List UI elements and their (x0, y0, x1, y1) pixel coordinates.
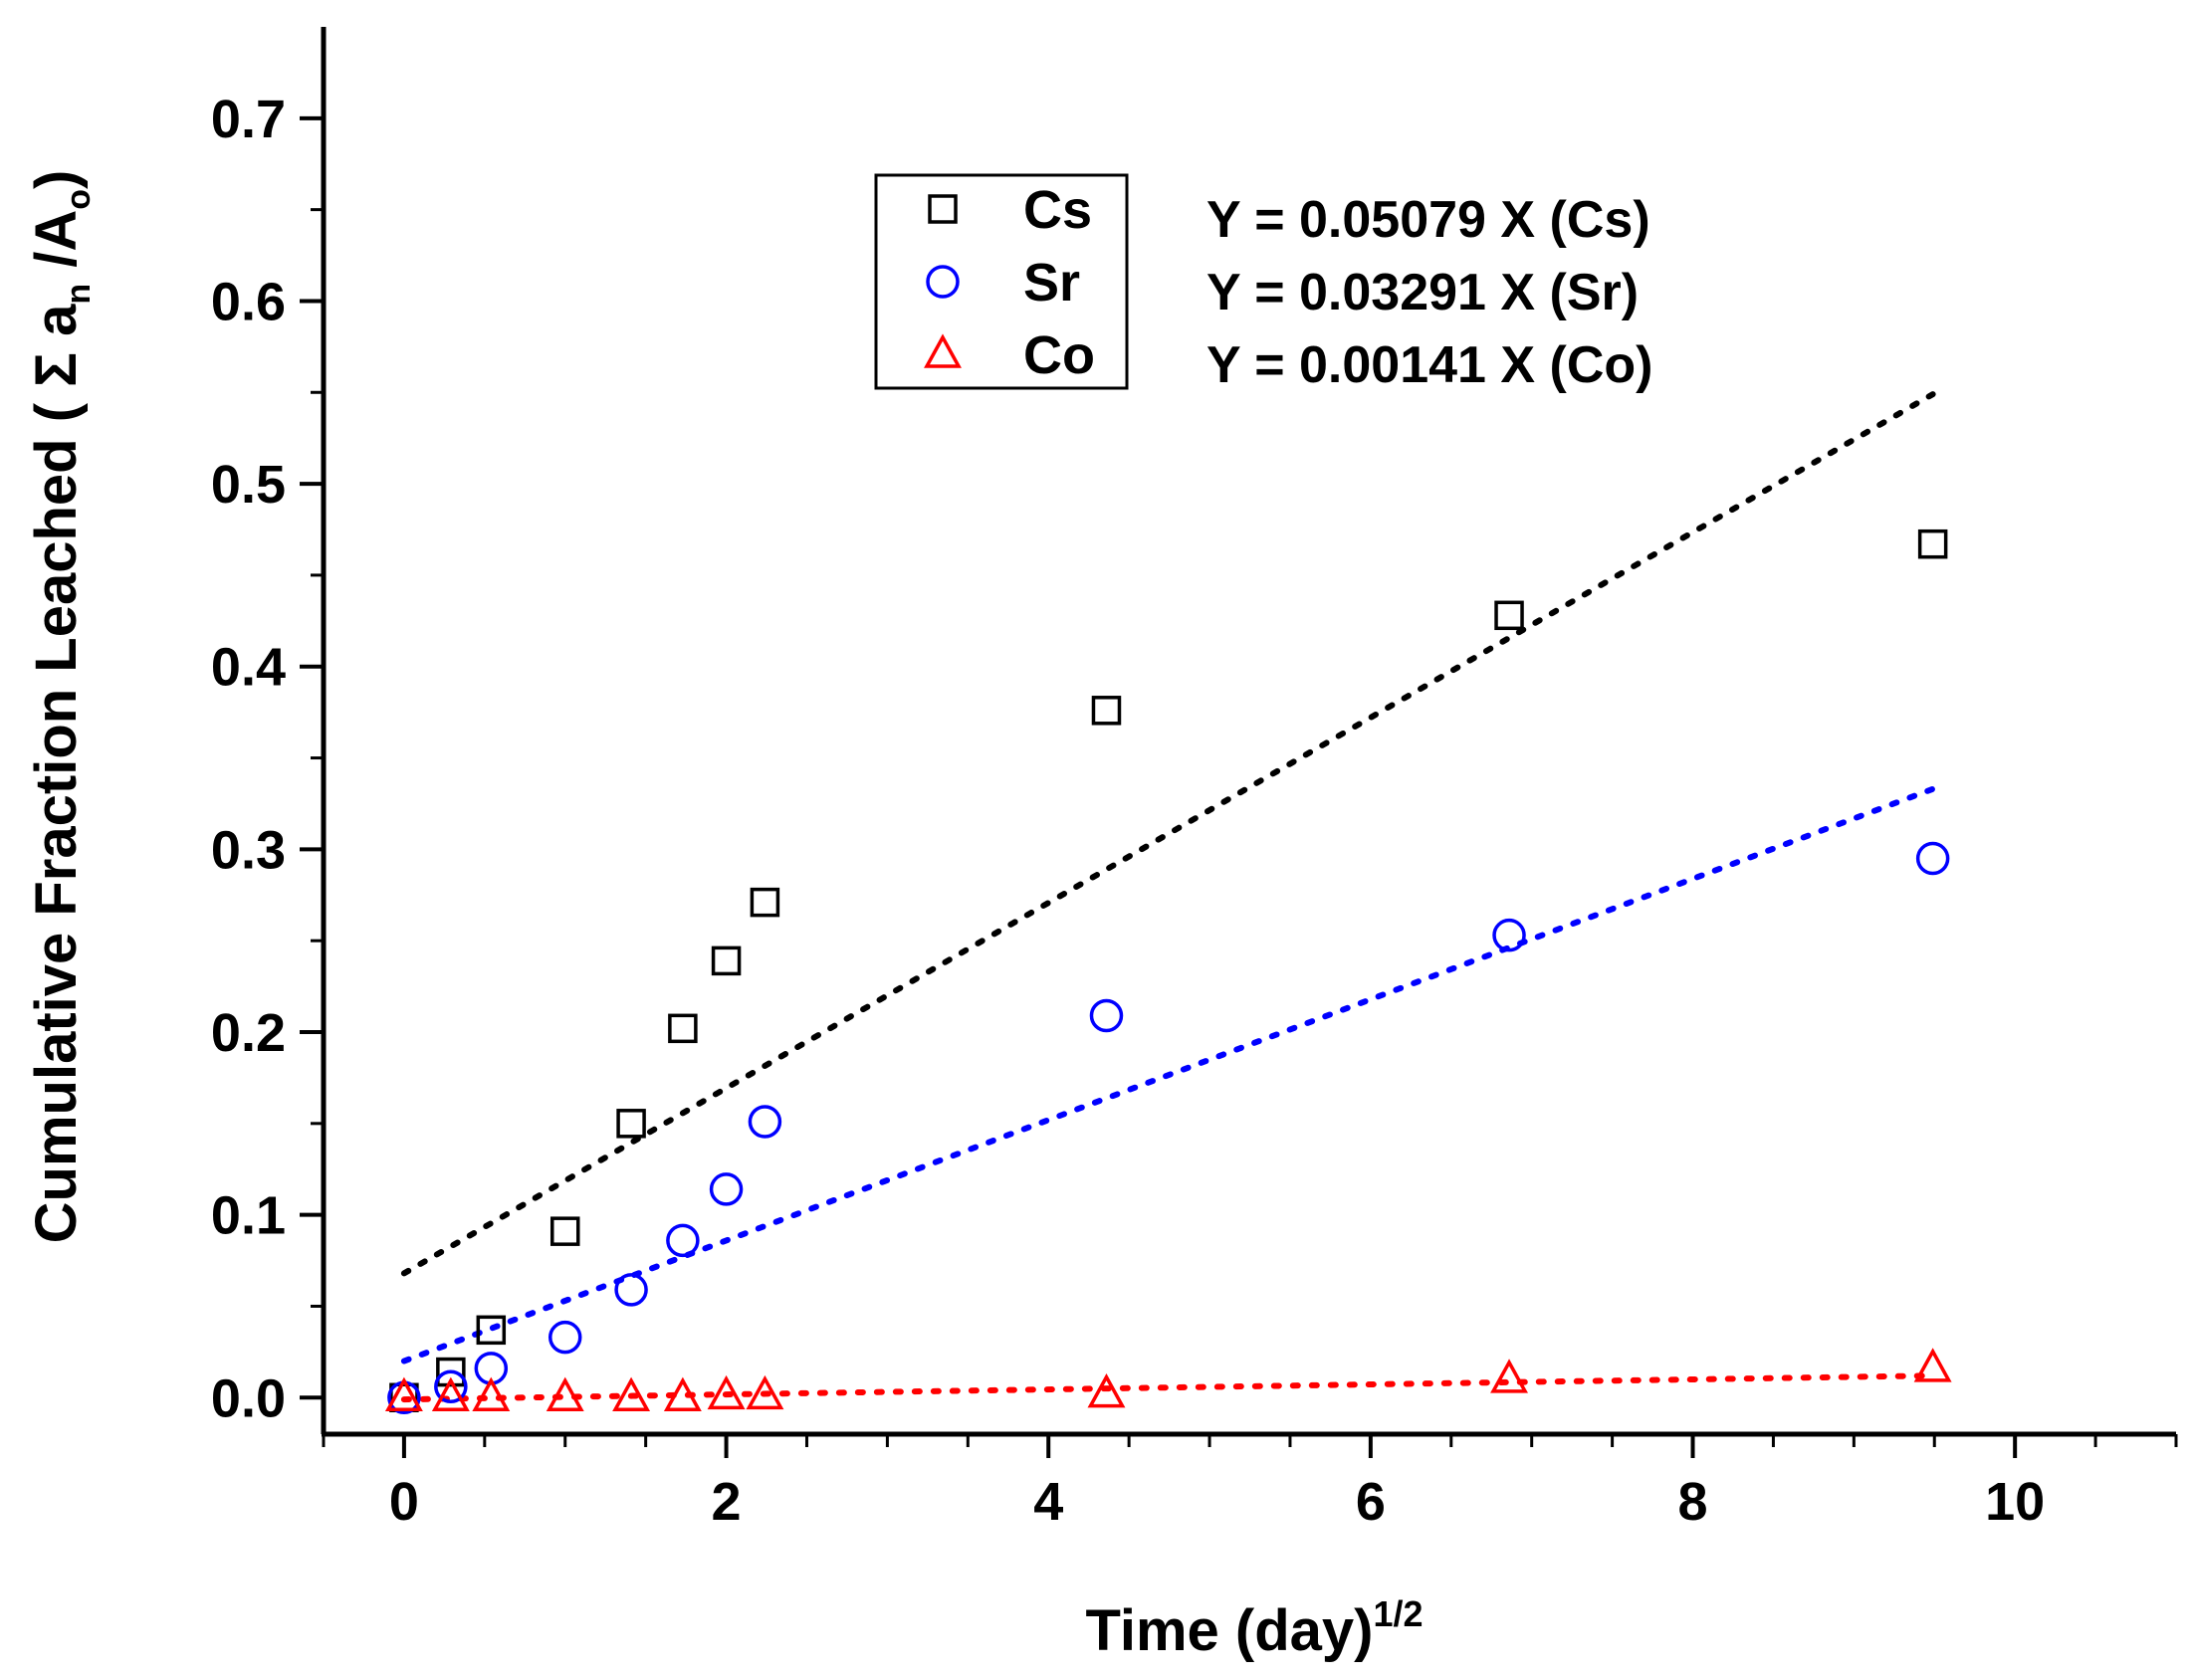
y-axis: 0.0 0.1 0.2 0.3 0.4 0.5 0.6 0.7 (211, 90, 324, 1428)
point-cs (668, 1013, 698, 1044)
x-tick-label: 8 (1677, 1472, 1707, 1532)
point-co (612, 1376, 651, 1412)
point-co (1087, 1372, 1126, 1408)
y-tick-label: 0.5 (211, 455, 286, 515)
legend-label-co: Co (1023, 325, 1095, 385)
point-cs (476, 1315, 507, 1346)
legend-label-cs: Cs (1023, 180, 1092, 240)
point-cs (549, 1216, 580, 1246)
fit-line-sr (400, 785, 1936, 1365)
legend-label-sr: Sr (1023, 253, 1080, 313)
y-tick-label: 0.7 (211, 90, 286, 149)
fit-line-cs (400, 391, 1936, 1277)
point-cs (436, 1357, 466, 1387)
point-co (472, 1376, 511, 1412)
y-tick-label: 0.1 (211, 1186, 286, 1246)
x-tick-label: 0 (389, 1472, 419, 1532)
equation-cs: Y = 0.05079 X (Cs) (1206, 191, 1650, 249)
point-sr (614, 1273, 648, 1307)
y-tick-label: 0.6 (211, 272, 286, 331)
point-co (1490, 1359, 1529, 1393)
x-tick-label: 4 (1033, 1472, 1063, 1532)
point-sr (548, 1320, 582, 1355)
point-co (1913, 1348, 1952, 1382)
fit-line-co (400, 1372, 1936, 1403)
y-tick-label: 0.0 (211, 1368, 286, 1428)
y-axis-title: Cumulative Fraction Leached ( Σ an /Ao) (24, 170, 98, 1244)
legend-marker-co (924, 333, 962, 368)
x-axis: 0 2 4 6 8 10 (322, 1434, 2178, 1532)
point-sr (709, 1172, 744, 1206)
point-sr (1089, 998, 1124, 1033)
point-sr (434, 1369, 468, 1404)
point-co (384, 1376, 423, 1412)
equation-co: Y = 0.00141 X (Co) (1206, 336, 1653, 394)
point-co (707, 1374, 746, 1410)
legend-marker-cs (928, 194, 958, 224)
fit-lines (400, 391, 1936, 1403)
plot-frame (321, 27, 2176, 1437)
point-co (431, 1376, 470, 1412)
legend-box (874, 173, 1129, 390)
point-cs (1917, 528, 1948, 559)
point-cs (750, 887, 780, 918)
y-tick-label: 0.4 (211, 638, 286, 698)
point-cs (616, 1109, 646, 1139)
data-markers (384, 528, 1952, 1415)
equation-sr: Y = 0.03291 X (Sr) (1206, 264, 1639, 321)
point-cs (711, 945, 742, 976)
point-sr (666, 1223, 700, 1258)
point-sr (748, 1105, 782, 1139)
y-tick-label: 0.2 (211, 1003, 286, 1063)
x-tick-label: 10 (1985, 1472, 2045, 1532)
x-axis-title: Time (day)1/2 (1085, 1593, 1423, 1663)
x-tick-label: 6 (1356, 1472, 1386, 1532)
fit-equations: Y = 0.05079 X (Cs) Y = 0.03291 X (Sr) Y … (1206, 191, 1653, 394)
point-co (746, 1374, 784, 1410)
point-co (663, 1376, 702, 1412)
point-cs (1091, 696, 1122, 726)
point-sr (1915, 841, 1950, 876)
point-co (546, 1376, 584, 1412)
point-sr (1492, 918, 1526, 952)
legend: Cs Sr Co (874, 173, 1129, 390)
point-cs (1494, 600, 1524, 631)
legend-marker-sr (926, 265, 960, 299)
y-tick-label: 0.3 (211, 820, 286, 880)
x-tick-label: 2 (712, 1472, 742, 1532)
